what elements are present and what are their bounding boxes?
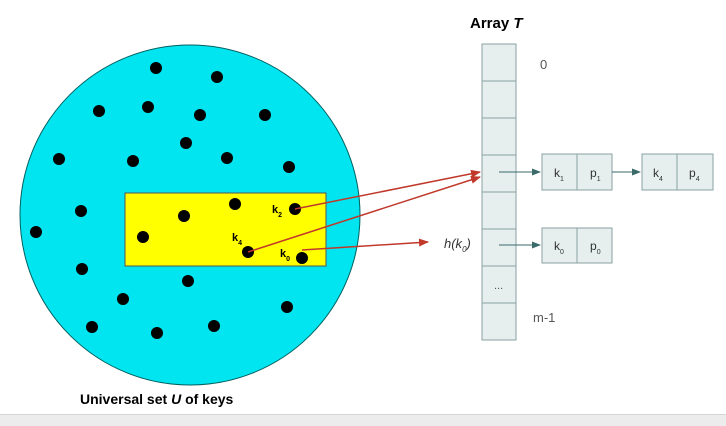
key-dot — [178, 210, 190, 222]
key-label-k4: k4 — [232, 232, 242, 247]
array-slot — [481, 117, 517, 156]
chain-key-k1: k1 — [554, 166, 564, 183]
chain-ptr-p1: p1 — [590, 166, 601, 183]
key-dot-k0 — [296, 252, 308, 264]
index-0-label: 0 — [540, 57, 547, 72]
universe-caption: Universal set U of keys — [80, 391, 234, 407]
key-dot — [93, 105, 105, 117]
array-slot — [481, 154, 517, 193]
key-dot — [137, 231, 149, 243]
array-ellipsis: ... — [494, 280, 503, 292]
key-dot — [180, 137, 192, 149]
key-dot — [30, 226, 42, 238]
chain-ptr-p4: p4 — [689, 166, 700, 183]
hash-function-label: h(k0) — [444, 236, 471, 254]
array-slot — [481, 228, 517, 267]
key-dot — [151, 327, 163, 339]
key-label-k0: k0 — [280, 248, 290, 263]
key-dots — [30, 62, 308, 339]
hash-arrow-k4 — [247, 175, 481, 253]
chain-ptr-p0: p0 — [590, 239, 601, 256]
key-dot — [53, 153, 65, 165]
chain-row-3: k1 p1 k4 p4 — [499, 153, 714, 191]
bottom-strip — [0, 414, 726, 426]
key-dot — [86, 321, 98, 333]
chain-key-k0: k0 — [554, 239, 564, 256]
key-dot — [281, 301, 293, 313]
key-dot — [221, 152, 233, 164]
key-label-k2: k2 — [272, 204, 282, 219]
key-dot — [229, 198, 241, 210]
key-dot — [182, 275, 194, 287]
array-slot — [481, 302, 517, 341]
key-dot — [259, 109, 271, 121]
index-last-label: m-1 — [533, 310, 555, 325]
key-dot — [127, 155, 139, 167]
array-slot — [481, 80, 517, 119]
array-title: Array T — [470, 15, 524, 32]
array-slot — [481, 191, 517, 230]
key-dot — [75, 205, 87, 217]
hash-arrow-k0 — [301, 238, 429, 251]
key-dot — [208, 320, 220, 332]
array-slot — [481, 43, 517, 82]
array-slot — [481, 265, 517, 304]
chain-key-k4: k4 — [653, 166, 663, 183]
key-dot — [117, 293, 129, 305]
hash-arrow-k2 — [294, 169, 481, 210]
key-dot — [211, 71, 223, 83]
key-dot — [194, 109, 206, 121]
key-dot — [150, 62, 162, 74]
array-column — [481, 43, 517, 341]
key-dot — [142, 101, 154, 113]
key-dot — [283, 161, 295, 173]
chain-row-5: k0 p0 — [499, 227, 613, 264]
key-dot — [76, 263, 88, 275]
